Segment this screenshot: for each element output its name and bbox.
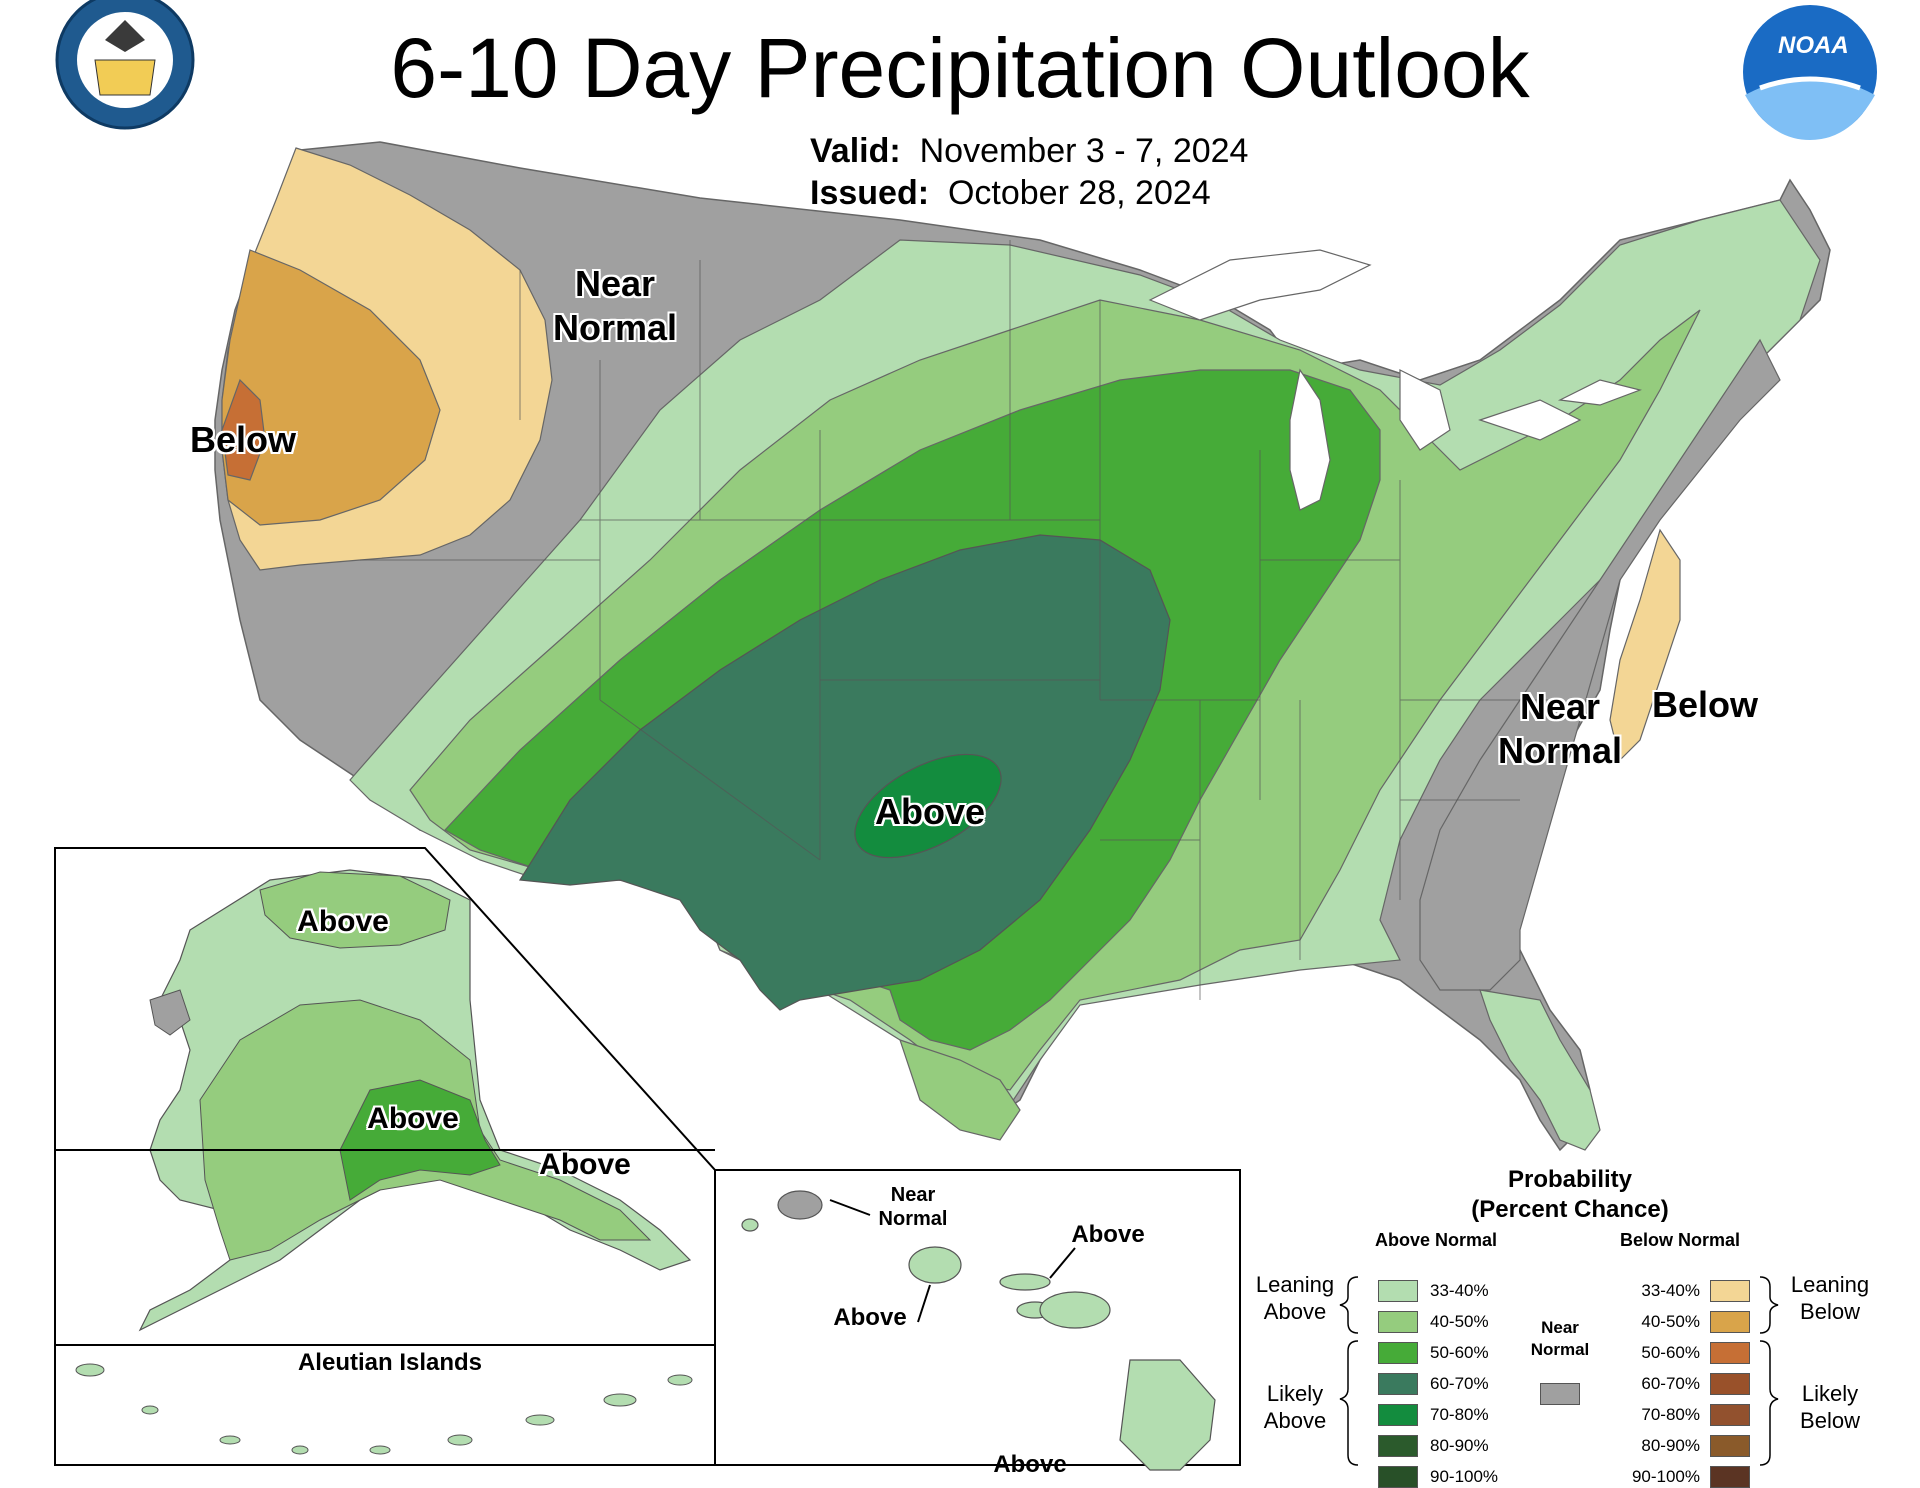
legend-braces [1339, 1276, 1779, 1466]
issued-label: Issued: [810, 174, 930, 212]
commerce-seal-logo [55, 0, 195, 130]
legend-likely-below: Likely Below [1800, 1381, 1860, 1433]
label-near-normal-east: Near Normal [1497, 686, 1623, 771]
label-above-central: Above [874, 791, 986, 832]
label-alaska-above-south: Above [367, 1102, 459, 1135]
valid-dates: Valid: November 3 - 7, 2024 Issued: Octo… [810, 130, 1248, 214]
alaska-north-above-region [259, 871, 451, 949]
legend-below-row-label: 33-40% [1641, 1281, 1700, 1300]
legend-above-row-label: 50-60% [1430, 1343, 1489, 1362]
legend-below-row-label: 80-90% [1641, 1436, 1700, 1455]
near-normal-east-region [1419, 338, 1781, 991]
legend-leaning-below: Leaning Below [1790, 1272, 1870, 1324]
legend-below-row-swatch [1710, 1466, 1750, 1488]
issued-value: October 28, 2024 [947, 174, 1211, 212]
label-below-east: Below [1651, 684, 1758, 725]
noaa-logo [1743, 5, 1877, 140]
label-below-west: Below [190, 419, 297, 460]
great-lakes [1148, 249, 1643, 511]
label-near-normal-west: Near Normal [552, 263, 678, 348]
page-title: 6-10 Day Precipitation Outlook [390, 21, 1530, 115]
legend-below-row-swatch [1710, 1435, 1750, 1457]
florida-region [1479, 989, 1601, 1151]
legend-above-row-label: 40-50% [1430, 1312, 1489, 1331]
hawaii-islands [741, 1190, 1216, 1471]
legend-below-row-label: 40-50% [1641, 1312, 1700, 1331]
label-alaska-above-panhandle: Above [539, 1148, 631, 1181]
label-hawaii-above-big-island: Above [993, 1451, 1067, 1478]
legend-above-row-swatch [1378, 1373, 1418, 1395]
noaa-logo-text: NOAA [1778, 32, 1849, 59]
legend-above-header: Above Normal [1375, 1230, 1498, 1250]
hawaii-leader-lines [829, 1199, 1120, 1466]
label-hawaii-above-maui: Above [1071, 1221, 1145, 1248]
legend-title: Probability (Percent Chance) [1390, 1165, 1750, 1225]
legend-near-normal-label: Near Normal [1530, 1318, 1590, 1359]
above-60-70-region [518, 534, 1171, 1011]
legend-below-row-swatch [1710, 1280, 1750, 1302]
legend-title-line1: Probability [1507, 1166, 1633, 1193]
legend-below-row-label: 50-60% [1641, 1343, 1700, 1362]
alaska-south-above-50-region [339, 1079, 501, 1201]
legend-above-row-label: 80-90% [1430, 1436, 1489, 1455]
label-hawaii-above-oahu: Above [833, 1304, 907, 1331]
legend-likely-above: Likely Above [1263, 1381, 1327, 1433]
legend-above-row-swatch [1378, 1342, 1418, 1364]
above-70-80-region [854, 753, 1002, 859]
legend-above-row-label: 33-40% [1430, 1281, 1489, 1300]
legend-above-row-swatch [1378, 1404, 1418, 1426]
legend-above-row-label: 60-70% [1430, 1374, 1489, 1393]
below-40-50-west-region [221, 249, 441, 526]
valid-label: Valid: [810, 132, 901, 170]
legend-above-row-swatch [1378, 1466, 1418, 1488]
label-alaska-above-north: Above [297, 905, 389, 938]
legend-title-line2: (Percent Chance) [1471, 1196, 1669, 1223]
below-50-60-west-region [221, 378, 266, 481]
legend-below-row-swatch [1710, 1342, 1750, 1364]
legend-above-row-swatch [1378, 1311, 1418, 1333]
legend-above-row-label: 70-80% [1430, 1405, 1489, 1424]
aleutian-islands [75, 1363, 693, 1455]
state-boundaries [360, 240, 1560, 1000]
below-33-40-east-region [1609, 528, 1681, 762]
legend-near-normal-swatch [1540, 1383, 1580, 1405]
legend-below-row-swatch [1710, 1404, 1750, 1426]
legend-below-row-swatch [1710, 1373, 1750, 1395]
legend: Probability (Percent Chance) Above Norma… [1240, 1165, 1920, 1488]
legend-above-row-swatch [1378, 1280, 1418, 1302]
legend-below-row-label: 90-100% [1631, 1467, 1700, 1486]
legend-below-row-swatch [1710, 1311, 1750, 1333]
legend-below-header: Below Normal [1620, 1230, 1741, 1250]
alaska-west-near-normal-region [149, 989, 191, 1036]
label-aleutian-islands: Aleutian Islands [297, 1349, 483, 1376]
label-hawaii-near-normal: Near Normal [878, 1184, 948, 1230]
legend-below-row-label: 70-80% [1641, 1405, 1700, 1424]
legend-below-row-label: 60-70% [1641, 1374, 1700, 1393]
legend-leaning-above: Leaning Above [1255, 1272, 1335, 1324]
valid-value: November 3 - 7, 2024 [919, 132, 1249, 170]
texas-coast-region [899, 1039, 1021, 1141]
legend-above-row-label: 90-100% [1430, 1467, 1499, 1486]
legend-above-row-swatch [1378, 1435, 1418, 1457]
